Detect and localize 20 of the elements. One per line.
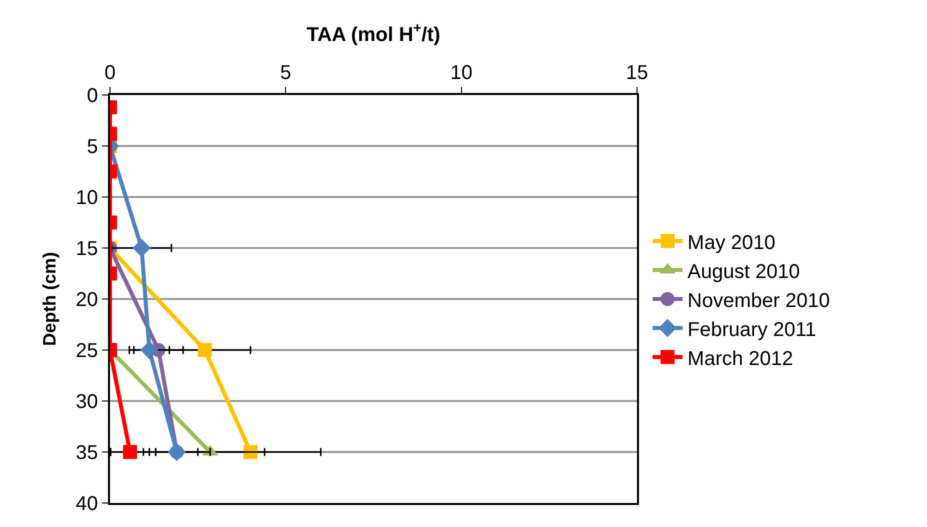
legend-label: March 2012 (688, 348, 794, 370)
y-tick-label: 40 (76, 493, 98, 515)
y-tick-label: 0 (86, 85, 98, 107)
x-tick-label: 10 (450, 62, 472, 84)
x-tick-label: 0 (104, 62, 116, 84)
legend-label: November 2010 (688, 290, 830, 312)
x-tick-label: 15 (626, 62, 648, 84)
x-tick-label: 5 (280, 62, 292, 84)
legend-label: August 2010 (688, 260, 800, 283)
y-tick-label: 15 (76, 238, 98, 260)
y-tick-label: 35 (76, 442, 98, 464)
y-tick-label: 30 (76, 391, 98, 413)
y-tick-label: 10 (76, 187, 98, 209)
y-tick-label: 25 (76, 340, 98, 362)
legend-label: May 2010 (688, 232, 776, 254)
y-tick-label: 20 (76, 289, 98, 311)
legend-label: February 2011 (688, 318, 816, 341)
x-axis-title: TAA (mol H$^{+}$/t) (306, 20, 440, 46)
y-axis-title: Depth (cm) (39, 252, 60, 346)
y-tick-label: 5 (86, 136, 98, 158)
